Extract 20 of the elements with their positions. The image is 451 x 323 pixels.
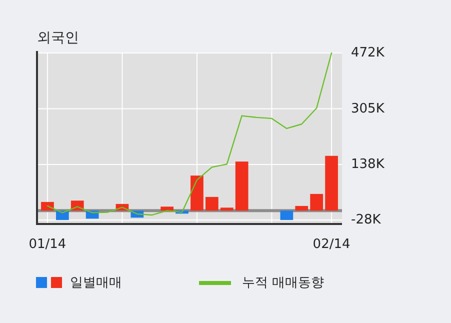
y-tick-label: 305K — [351, 101, 385, 116]
bar — [190, 176, 204, 211]
legend-label: 누적 매매동향 — [242, 276, 324, 290]
chart-title: 외국인 — [37, 30, 79, 46]
y-tick-label: -28K — [351, 212, 382, 228]
bar — [235, 162, 248, 211]
bar — [206, 196, 218, 211]
bar — [310, 194, 324, 211]
legend-label: 일별매매 — [70, 276, 122, 290]
x-tick-label: 02/14 — [312, 237, 350, 252]
line-series — [46, 52, 332, 216]
bar — [41, 202, 54, 211]
bar — [325, 156, 338, 211]
x-tick-label: 01/14 — [28, 237, 66, 252]
bar — [280, 210, 294, 220]
bar — [160, 206, 174, 211]
bar — [295, 206, 308, 211]
y-tick-label: 472K — [351, 46, 385, 60]
y-tick-label: 138K — [351, 157, 385, 172]
bar — [220, 208, 234, 211]
